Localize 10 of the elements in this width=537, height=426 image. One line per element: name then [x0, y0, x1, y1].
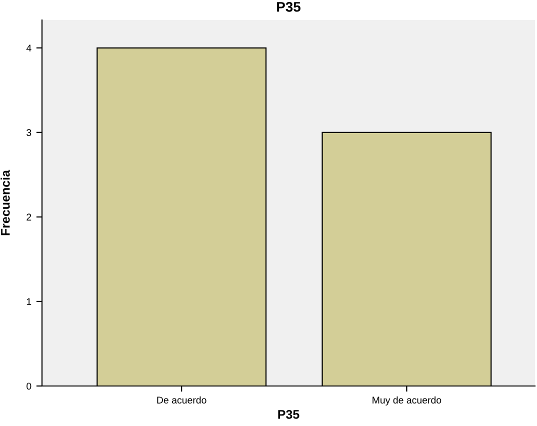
x-tick-label: Muy de acuerdo — [372, 396, 442, 406]
y-tick-label: 2 — [26, 214, 32, 220]
x-tick-label: De acuerdo — [157, 396, 206, 404]
y-tick-label: 4 — [26, 44, 32, 52]
x-axis-title: P35 — [278, 410, 300, 419]
chart-title: P35 — [277, 2, 300, 12]
y-axis-title: Frecuencia — [0, 170, 10, 236]
y-tick-label: 1 — [26, 298, 32, 305]
y-tick-label: 3 — [26, 129, 32, 136]
y-tick-label: 0 — [26, 382, 32, 390]
